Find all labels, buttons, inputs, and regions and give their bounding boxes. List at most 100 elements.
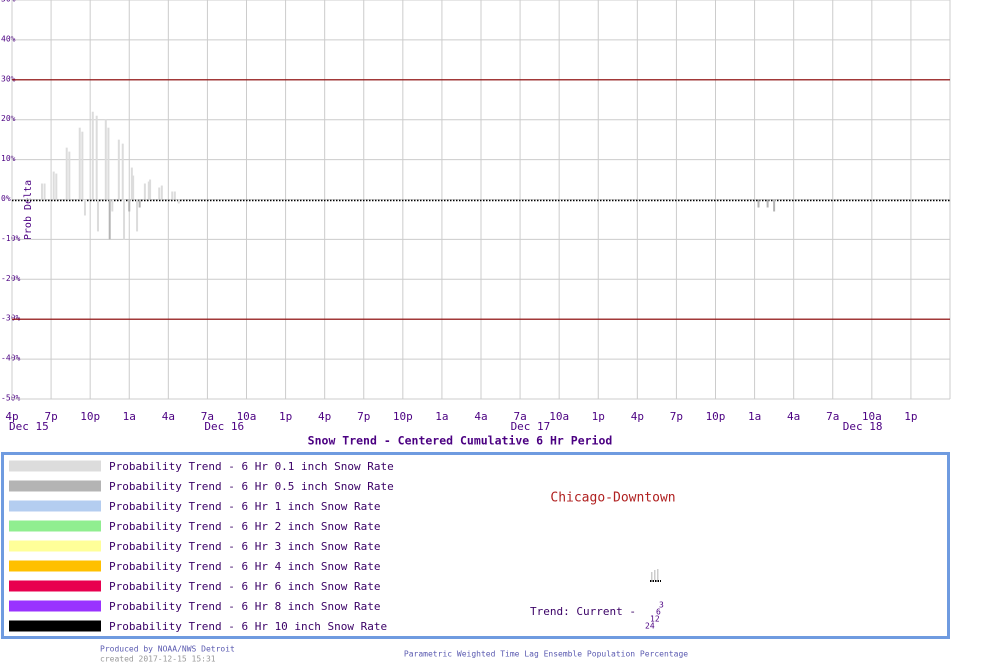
bar: [91, 111, 94, 200]
x-tick-label: 10p: [393, 410, 413, 423]
x-tick-label: 4p: [631, 410, 644, 423]
bar: [132, 175, 135, 200]
legend-swatch: [9, 600, 101, 612]
bar: [171, 191, 174, 200]
bar: [40, 183, 43, 200]
x-tick-label: 1a: [123, 410, 136, 423]
bar: [138, 199, 141, 208]
x-tick-label: 4a: [787, 410, 800, 423]
legend-swatch: [9, 540, 101, 552]
x-tick-label: 1p: [592, 410, 605, 423]
bar: [96, 199, 99, 232]
legend-swatch: [9, 480, 101, 492]
trend-hour: 12: [650, 615, 660, 624]
x-tick-label: 1p: [279, 410, 292, 423]
x-tick-label: 4a: [474, 410, 487, 423]
bar: [65, 147, 68, 200]
trend-label: Trend: Current -: [530, 605, 636, 618]
y-tick-label: 20%: [1, 114, 16, 123]
x-tick-label: 7p: [670, 410, 683, 423]
bar: [108, 199, 111, 240]
bar: [83, 199, 86, 216]
trend-hour: 24: [645, 622, 655, 631]
legend-label: Probability Trend - 6 Hr 0.5 inch Snow R…: [109, 480, 394, 493]
bar: [128, 199, 131, 212]
bar: [143, 183, 146, 200]
legend-swatch: [9, 520, 101, 532]
trend-hour: 3: [659, 601, 664, 610]
x-tick-label: 10p: [80, 410, 100, 423]
y-tick-label: 10%: [1, 154, 16, 163]
x-tick-label: 10a: [549, 410, 569, 423]
bar: [121, 143, 124, 200]
legend-label: Probability Trend - 6 Hr 0.1 inch Snow R…: [109, 460, 394, 473]
bar: [117, 139, 120, 200]
y-tick-label: -50%: [1, 394, 20, 403]
date-label: Dec 15: [9, 420, 49, 433]
y-tick-label: -10%: [1, 234, 20, 243]
bar: [130, 167, 133, 200]
x-tick-label: 1a: [748, 410, 761, 423]
bar: [55, 173, 58, 200]
bar: [111, 199, 114, 212]
bar: [158, 187, 161, 200]
x-tick-label: 7p: [357, 410, 370, 423]
bar: [95, 115, 98, 200]
x-tick-label: 4p: [318, 410, 331, 423]
bar: [177, 199, 180, 204]
x-tick-label: 1a: [435, 410, 448, 423]
bar: [757, 199, 760, 208]
y-tick-label: 0%: [1, 194, 11, 203]
legend-swatch: [9, 560, 101, 572]
x-tick-label: 7a: [201, 410, 214, 423]
bar: [149, 179, 152, 200]
y-tick-label: 50%: [1, 0, 16, 4]
bar: [147, 181, 150, 200]
bar: [68, 151, 71, 200]
legend-swatch: [9, 580, 101, 592]
x-tick-label: 7a: [513, 410, 526, 423]
y-tick-label: -30%: [1, 314, 20, 323]
x-tick-label: 7p: [44, 410, 57, 423]
bar: [136, 199, 139, 232]
chart-title: Snow Trend - Centered Cumulative 6 Hr Pe…: [308, 434, 613, 448]
legend-label: Probability Trend - 6 Hr 4 inch Snow Rat…: [109, 560, 381, 573]
producer: Produced by NOAA/NWS Detroit: [100, 645, 235, 654]
legend-label: Probability Trend - 6 Hr 2 inch Snow Rat…: [109, 520, 381, 533]
x-tick-label: 10p: [706, 410, 726, 423]
y-tick-label: 30%: [1, 74, 16, 83]
bar: [78, 127, 81, 200]
x-tick-label: 7a: [826, 410, 839, 423]
legend-label: Probability Trend - 6 Hr 1 inch Snow Rat…: [109, 500, 381, 513]
bar: [52, 171, 55, 200]
legend-label: Probability Trend - 6 Hr 3 inch Snow Rat…: [109, 540, 381, 553]
date-label: Dec 16: [204, 420, 244, 433]
legend-box: [1, 452, 950, 639]
bar: [107, 127, 110, 200]
x-tick-label: 10a: [862, 410, 882, 423]
y-tick-label: -20%: [1, 274, 20, 283]
legend-swatch: [9, 620, 101, 632]
bar: [81, 131, 84, 200]
bar: [766, 199, 769, 208]
legend-label: Probability Trend - 6 Hr 6 inch Snow Rat…: [109, 580, 381, 593]
legend-label: Probability Trend - 6 Hr 10 inch Snow Ra…: [109, 620, 387, 633]
y-axis-label: Prob Delta: [23, 180, 34, 240]
bar: [43, 183, 46, 200]
x-tick-label: 4a: [162, 410, 175, 423]
legend-swatch: [9, 460, 101, 472]
bar: [173, 191, 176, 200]
bar: [773, 199, 776, 212]
date-label: Dec 18: [843, 420, 883, 433]
legend-label: Probability Trend - 6 Hr 8 inch Snow Rat…: [109, 600, 381, 613]
bar: [104, 119, 107, 200]
bar: [123, 199, 126, 240]
created: created 2017-12-15 15:31: [100, 655, 216, 664]
station-name: Chicago-Downtown: [550, 491, 675, 506]
x-tick-label: 1p: [904, 410, 917, 423]
trend-icon: [650, 569, 661, 582]
x-tick-label: 4p: [5, 410, 18, 423]
bar: [160, 185, 163, 200]
